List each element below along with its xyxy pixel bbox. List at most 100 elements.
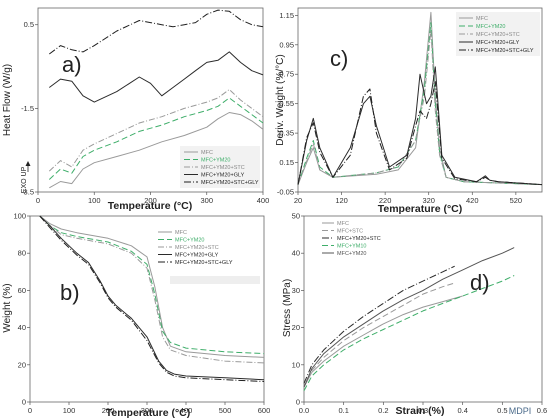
legend-label-b-3: MFC+YM20+GLY [175,253,219,259]
y-axis-label-d: Stress (MPa) [282,279,293,337]
publisher-tag: MDPI [509,406,532,416]
series-line-c-1 [297,22,543,186]
y-tick-label-c-2: 0.35 [279,129,294,138]
y-tick-label-c-3: 0.55 [279,99,294,108]
series-line-c-4 [297,81,543,186]
y-tick-label-b-0: 0 [22,398,26,407]
legend-label-c-3: MFC+YM20+GLY [476,40,520,46]
panel-label-c: c) [330,46,348,71]
x-tick-label-b-3: 300 [141,406,154,415]
x-tick-label-c-0: 20 [294,196,302,205]
legend-label-d-4: MFC+YM20 [337,251,367,257]
x-tick-label-d-4: 0.4 [457,406,467,415]
legend-label-d-2: MFC+YM20+STC [337,236,381,242]
legend-label-a-4: MFC+YM20+STC+GLY [201,180,259,186]
legend-label-b-0: MFC [175,230,187,236]
y-tick-label-a-1: -1.5 [21,104,34,113]
series-line-b-0 [39,215,265,358]
series-line-b-2 [39,215,265,364]
x-tick-label-a-3: 300 [200,196,213,205]
series-group-a [48,9,264,189]
ticks-group-d: 0.0 0.1 0.2 0.3 0.4 0.5 0.6 0 10 20 30 40 50 [292,212,548,416]
y-axis-label-a: Heat Flow (W/g) [2,64,13,136]
x-tick-label-d-5: 0.5 [497,406,507,415]
y-tick-label-d-0: 0 [296,398,300,407]
series-line-a-4 [48,9,264,55]
series-line-b-1 [39,215,265,355]
legend-label-c-1: MFC+YM20 [476,24,506,30]
x-tick-label-a-4: 400 [257,196,270,205]
x-axis-label-b: Temperature (°C) [106,407,191,419]
legend-label-a-3: MFC+YM20+GLY [201,173,245,179]
series-line-d-2 [303,265,455,384]
ticks-group-c: 20 120 220 320 420 520 -0.05 0.15 0.35 0.55 0.75 0.… [277,11,522,205]
legend-c: MFC MFC+YM20 MFC+YM20+STC MFC+YM20+GLY MFC+Y… [459,16,534,54]
legend-label-c-4: MFC+YM20+STC+GLY [476,48,534,54]
legend-label-d-0: MFC [337,221,349,227]
panel-b: 0 100 200 300 400 500 600 0 20 40 60 80 100 b) Tempe… [2,212,270,419]
series-group-d [303,247,515,392]
legend-label-a-0: MFC [201,150,213,156]
y-axis-label-c: Deriv. Weight (%/°C) [275,54,286,145]
legend-label-a-1: MFC+YM20 [201,158,231,164]
legend-label-b-2: MFC+YM20+STC [175,245,219,251]
x-tick-label-a-1: 100 [88,196,101,205]
legend-label-d-3: MFC+YM10 [337,244,367,250]
exo-up-arrowhead [25,161,31,166]
series-line-d-4 [303,247,515,388]
y-tick-label-c-0: -0.05 [277,188,294,197]
x-tick-label-b-4: 400 [180,406,193,415]
x-tick-label-c-1: 120 [335,196,348,205]
series-line-c-3 [297,66,543,186]
ticks-group-b: 0 100 200 300 400 500 600 0 20 40 60 80 100 [13,212,270,416]
series-line-a-2 [48,89,264,172]
x-tick-label-b-0: 0 [28,406,32,415]
y-tick-label-c-6: 1.15 [279,11,294,20]
y-tick-label-b-3: 60 [18,286,26,295]
legend-label-a-2: MFC+YM20+STC [201,165,245,171]
series-line-d-1 [303,282,455,388]
x-tick-label-c-2: 220 [379,196,392,205]
x-tick-label-c-5: 520 [510,196,523,205]
exo-up-annotation: EXO UP [21,166,28,193]
series-group-c [297,11,543,186]
series-line-d-3 [303,275,515,392]
x-tick-label-d-1: 0.1 [338,406,348,415]
panel-c: 20 120 220 320 420 520 -0.05 0.15 0.35 0.55 0.75 0.… [275,7,543,215]
panel-label-b: b) [60,280,80,305]
y-tick-label-b-2: 40 [18,323,26,332]
x-tick-label-b-5: 500 [219,406,232,415]
panel-d: 0.0 0.1 0.2 0.3 0.4 0.5 0.6 0 10 20 30 40 50 d) Stra… [282,212,547,418]
x-tick-label-d-6: 0.6 [537,406,547,415]
legend-label-d-1: MFC+STC [337,229,363,235]
legend-box-b [170,276,260,284]
series-line-b-4 [39,215,265,382]
x-axis-label-a: Temperature (°C) [108,200,193,212]
y-tick-label-b-5: 100 [13,212,26,221]
x-tick-label-a-0: 0 [36,196,40,205]
y-tick-label-a-2: -3.5 [21,188,34,197]
y-tick-label-d-1: 10 [292,360,300,369]
x-axis-label-c: Temperature (°C) [378,203,463,215]
y-tick-label-a-0: 0.5 [24,20,34,29]
series-line-d-0 [303,295,463,388]
series-line-b-3 [39,215,265,381]
y-tick-label-c-4: 0.75 [279,70,294,79]
x-tick-label-d-2: 0.2 [378,406,388,415]
x-tick-label-a-2: 200 [144,196,157,205]
y-tick-label-c-1: 0.15 [279,158,294,167]
panel-label-d: d) [470,270,490,295]
series-line-c-2 [297,29,543,186]
panel-a: 0 100 200 300 400 0.5 -1.5 -3.5 a) Temperature … [2,7,270,212]
x-tick-label-d-3: 0.3 [418,406,428,415]
y-tick-label-d-4: 40 [292,249,300,258]
series-group-b [39,215,265,382]
x-tick-label-c-3: 320 [422,196,435,205]
y-tick-label-c-5: 0.95 [279,40,294,49]
x-tick-label-b-2: 200 [102,406,115,415]
legend-label-b-1: MFC+YM20 [175,238,205,244]
